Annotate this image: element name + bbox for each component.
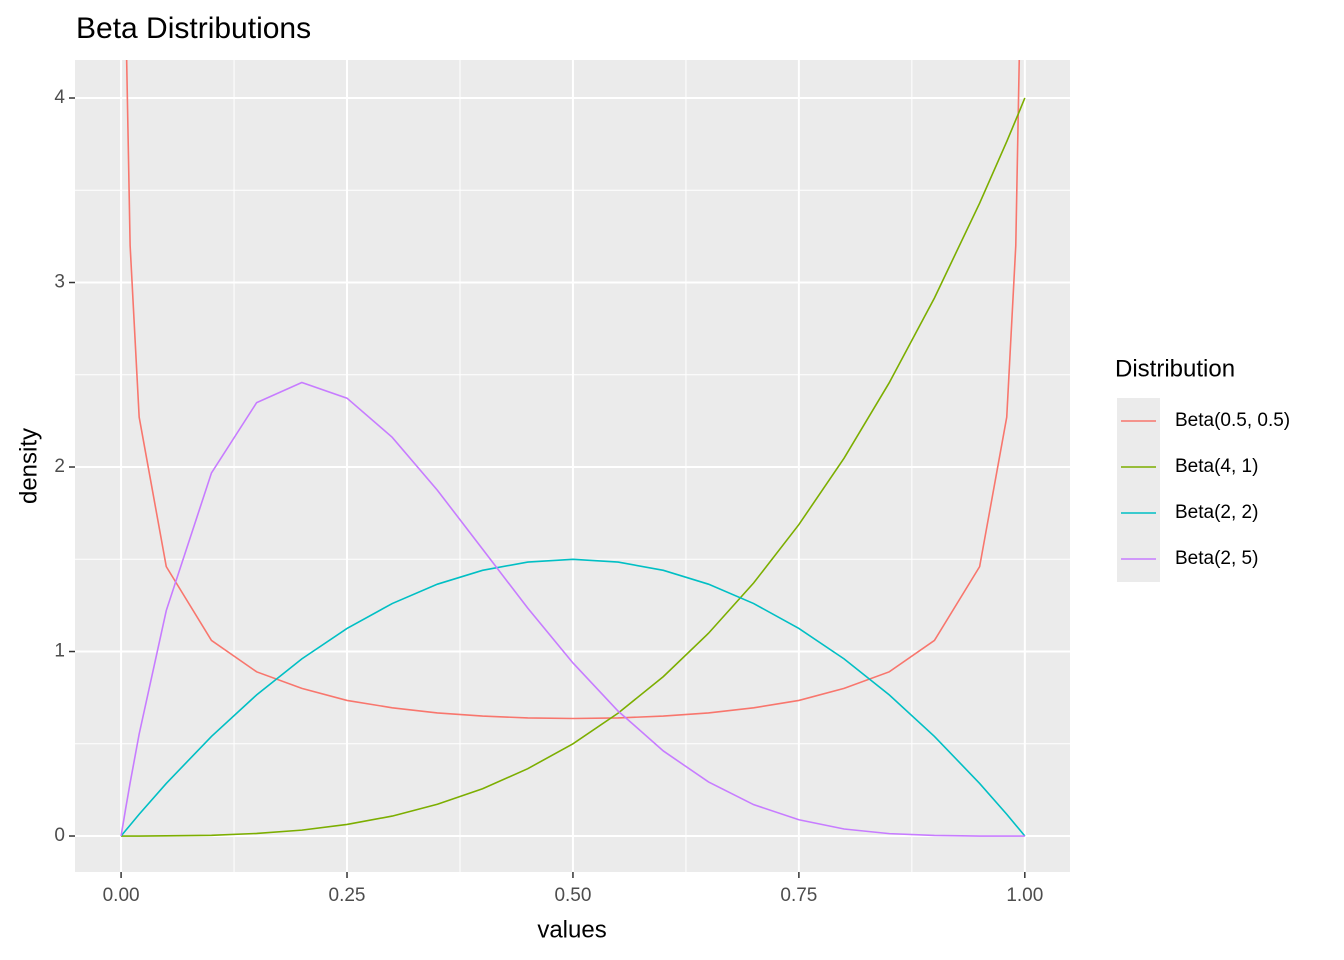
lines	[120, 60, 1026, 837]
y-axis-title: density	[15, 428, 42, 504]
chart-title: Beta Distributions	[76, 12, 311, 45]
x-tick-label: 0.75	[780, 885, 817, 906]
legend-label: Beta(0.5, 0.5)	[1175, 410, 1290, 431]
x-tick-label: 1.00	[1006, 885, 1043, 906]
x-tick-label: 0.00	[103, 885, 140, 906]
x-tick-label: 0.50	[554, 885, 591, 906]
y-tick-label: 3	[54, 272, 65, 293]
grid	[75, 60, 1070, 872]
legend: Beta(0.5, 0.5) Beta(4, 1) Beta(2, 2) Beta(2…	[1117, 398, 1290, 582]
y-tick-label: 0	[54, 825, 65, 846]
x-tick-label: 0.25	[329, 885, 366, 906]
series-line	[125, 60, 1021, 720]
series-line	[120, 558, 1026, 837]
y-tick-label: 4	[54, 87, 65, 108]
legend-title: Distribution	[1115, 355, 1235, 382]
legend-label: Beta(2, 5)	[1175, 548, 1258, 569]
series-line	[121, 97, 1026, 837]
legend-label: Beta(2, 2)	[1175, 502, 1258, 523]
legend-label: Beta(4, 1)	[1175, 456, 1258, 477]
x-axis-title: values	[537, 916, 606, 943]
series-line	[120, 381, 1025, 837]
y-tick-label: 1	[54, 641, 65, 662]
axes: 0 1 2 3 4 0.00 0.25 0.50 0.75 1.00	[54, 87, 1043, 906]
y-tick-label: 2	[54, 456, 65, 477]
